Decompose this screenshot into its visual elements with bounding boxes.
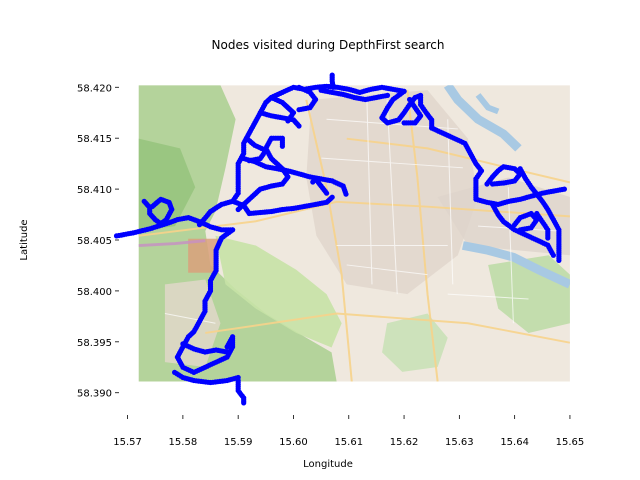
y-tick-label: 58.400 bbox=[77, 287, 112, 298]
y-tick-label: 58.390 bbox=[77, 389, 112, 400]
x-axis-label: Longitude bbox=[303, 459, 353, 470]
visited-node-point bbox=[246, 158, 252, 164]
y-tick-label: 58.410 bbox=[77, 185, 112, 196]
visited-node-point bbox=[149, 203, 156, 209]
visited-node-point bbox=[296, 123, 302, 129]
visited-node-point bbox=[556, 257, 562, 263]
map-background bbox=[138, 85, 570, 382]
x-tick-label: 15.62 bbox=[390, 437, 419, 448]
visited-node-point bbox=[517, 227, 523, 233]
x-tick-label: 15.58 bbox=[169, 437, 198, 448]
visited-node-point bbox=[224, 349, 230, 355]
visited-node-point bbox=[545, 235, 551, 241]
y-axis: 58.390 58.395 58.400 58.405 58.410 58.415 58.4… bbox=[77, 83, 119, 400]
visited-node-point bbox=[401, 120, 407, 126]
x-axis: 15.57 15.58 15.59 15.60 15.61 15.62 15.63 15.64… bbox=[113, 415, 584, 448]
x-tick-label: 15.57 bbox=[113, 437, 142, 448]
data-points bbox=[113, 72, 568, 406]
visited-node-point bbox=[241, 400, 247, 406]
visited-node-point bbox=[550, 252, 557, 258]
x-tick-label: 15.60 bbox=[279, 437, 308, 448]
visited-node-point bbox=[561, 186, 568, 192]
visited-node-point bbox=[330, 84, 336, 90]
x-tick-label: 15.59 bbox=[224, 437, 253, 448]
y-tick-label: 58.420 bbox=[77, 83, 112, 94]
y-tick-label: 58.405 bbox=[77, 236, 112, 247]
y-axis-label: Latitude bbox=[19, 219, 30, 260]
visited-node-point bbox=[296, 107, 302, 113]
chart-title: Nodes visited during DepthFirst search bbox=[212, 38, 445, 52]
visited-node-point bbox=[279, 143, 285, 149]
y-tick-label: 58.415 bbox=[77, 134, 112, 145]
visited-node-point bbox=[489, 181, 496, 187]
x-tick-label: 15.61 bbox=[334, 437, 363, 448]
visited-node-point bbox=[329, 194, 335, 200]
visited-node-point bbox=[224, 344, 230, 350]
visited-node-point bbox=[285, 118, 291, 124]
x-tick-label: 15.64 bbox=[500, 437, 529, 448]
x-tick-label: 15.63 bbox=[445, 437, 474, 448]
y-tick-label: 58.395 bbox=[77, 338, 112, 349]
visited-node-point bbox=[384, 92, 391, 98]
x-tick-label: 15.65 bbox=[556, 437, 585, 448]
visited-node-point bbox=[324, 190, 330, 196]
visited-node-point bbox=[343, 191, 349, 197]
